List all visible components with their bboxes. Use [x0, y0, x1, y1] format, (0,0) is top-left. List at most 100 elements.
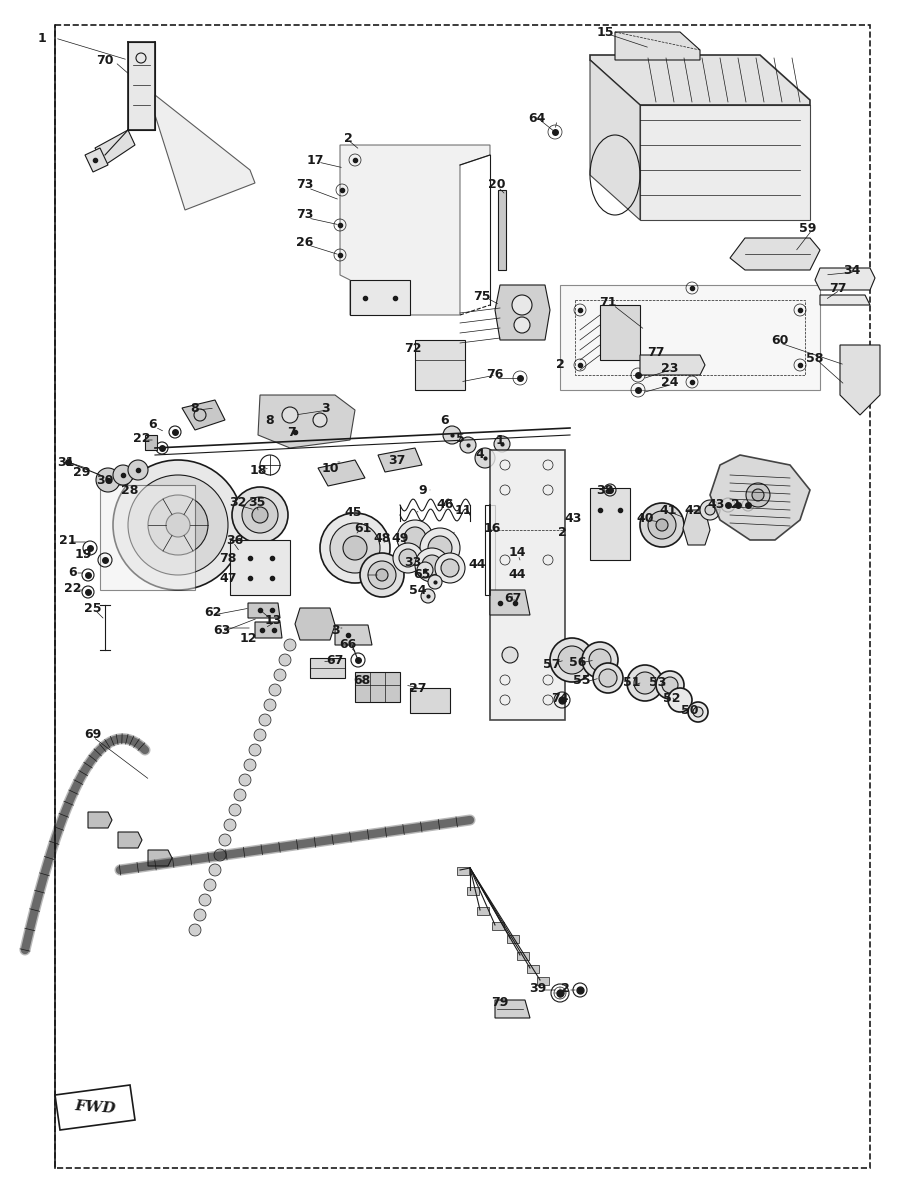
- Text: 1: 1: [38, 31, 47, 44]
- Circle shape: [656, 671, 684, 698]
- Text: 57: 57: [544, 659, 561, 671]
- Bar: [527, 965, 539, 974]
- Text: 16: 16: [483, 521, 500, 535]
- Circle shape: [693, 707, 703, 716]
- Bar: [507, 935, 519, 942]
- Text: 32: 32: [230, 496, 247, 509]
- Polygon shape: [495, 1000, 530, 1018]
- Text: 61: 61: [355, 521, 372, 535]
- Circle shape: [128, 475, 228, 575]
- Circle shape: [330, 523, 380, 573]
- Polygon shape: [100, 486, 195, 590]
- Text: 55: 55: [573, 673, 590, 687]
- Text: 7: 7: [288, 427, 296, 439]
- Polygon shape: [710, 454, 810, 541]
- Text: 73: 73: [296, 208, 314, 221]
- Polygon shape: [258, 395, 355, 448]
- Polygon shape: [560, 285, 820, 390]
- Circle shape: [589, 649, 611, 671]
- Text: 3: 3: [320, 402, 329, 415]
- Text: 17: 17: [306, 153, 324, 166]
- Text: 52: 52: [663, 691, 680, 704]
- Circle shape: [558, 646, 586, 675]
- Text: 54: 54: [410, 584, 427, 597]
- Text: 20: 20: [488, 178, 506, 191]
- Polygon shape: [350, 280, 410, 315]
- Circle shape: [199, 893, 211, 907]
- Polygon shape: [335, 626, 372, 645]
- Circle shape: [249, 744, 261, 756]
- Polygon shape: [340, 145, 490, 315]
- Polygon shape: [640, 355, 705, 376]
- Text: 37: 37: [388, 453, 406, 466]
- Text: 21: 21: [59, 533, 76, 547]
- Text: 69: 69: [85, 728, 102, 742]
- Circle shape: [443, 426, 461, 444]
- Text: 63: 63: [213, 623, 230, 636]
- Text: 10: 10: [321, 462, 338, 475]
- Circle shape: [627, 665, 663, 701]
- Text: 36: 36: [227, 533, 244, 547]
- Circle shape: [428, 536, 452, 560]
- Circle shape: [166, 513, 190, 537]
- Circle shape: [662, 677, 678, 692]
- Text: 45: 45: [344, 506, 362, 519]
- Circle shape: [420, 527, 460, 568]
- Text: 53: 53: [649, 677, 667, 690]
- Polygon shape: [55, 1085, 135, 1130]
- Circle shape: [224, 819, 236, 831]
- Text: 6: 6: [441, 414, 449, 427]
- Polygon shape: [615, 32, 700, 60]
- Text: 3: 3: [330, 623, 339, 636]
- Circle shape: [514, 317, 530, 332]
- Text: 74: 74: [551, 691, 569, 704]
- Bar: [485, 505, 495, 594]
- Polygon shape: [590, 488, 630, 560]
- Circle shape: [189, 925, 201, 936]
- Text: 8: 8: [266, 414, 274, 427]
- Circle shape: [512, 295, 532, 315]
- Circle shape: [705, 505, 715, 515]
- Text: 72: 72: [404, 342, 422, 354]
- Text: 43: 43: [564, 512, 581, 525]
- Text: 18: 18: [249, 464, 266, 476]
- Text: 13: 13: [265, 614, 282, 627]
- Text: 73: 73: [296, 178, 314, 191]
- Bar: [410, 688, 450, 713]
- Circle shape: [113, 460, 243, 590]
- Circle shape: [252, 507, 268, 523]
- Polygon shape: [640, 105, 810, 220]
- Polygon shape: [495, 285, 550, 340]
- Polygon shape: [590, 55, 810, 105]
- Circle shape: [494, 437, 510, 452]
- Text: 70: 70: [96, 54, 113, 67]
- Text: 65: 65: [413, 568, 431, 581]
- Text: 12: 12: [239, 631, 256, 645]
- Circle shape: [232, 487, 288, 543]
- Circle shape: [441, 559, 459, 576]
- Text: 25: 25: [85, 602, 102, 615]
- Text: 28: 28: [122, 483, 139, 496]
- Text: 40: 40: [636, 512, 653, 525]
- Text: 43: 43: [707, 499, 724, 512]
- Circle shape: [746, 483, 770, 507]
- Circle shape: [254, 730, 266, 742]
- Text: 71: 71: [599, 297, 616, 310]
- Text: 11: 11: [454, 504, 472, 517]
- Text: 1: 1: [496, 433, 504, 446]
- Circle shape: [229, 804, 241, 816]
- Bar: [498, 190, 506, 270]
- Circle shape: [404, 527, 426, 549]
- Circle shape: [239, 774, 251, 786]
- Text: 15: 15: [596, 25, 614, 38]
- Polygon shape: [295, 608, 335, 640]
- Circle shape: [502, 647, 518, 663]
- Circle shape: [460, 437, 476, 453]
- Text: 22: 22: [133, 432, 151, 445]
- Text: 23: 23: [662, 361, 679, 374]
- Polygon shape: [182, 399, 225, 431]
- Circle shape: [640, 504, 684, 547]
- Text: 47: 47: [220, 572, 237, 585]
- Text: 14: 14: [508, 547, 526, 560]
- Circle shape: [397, 520, 433, 556]
